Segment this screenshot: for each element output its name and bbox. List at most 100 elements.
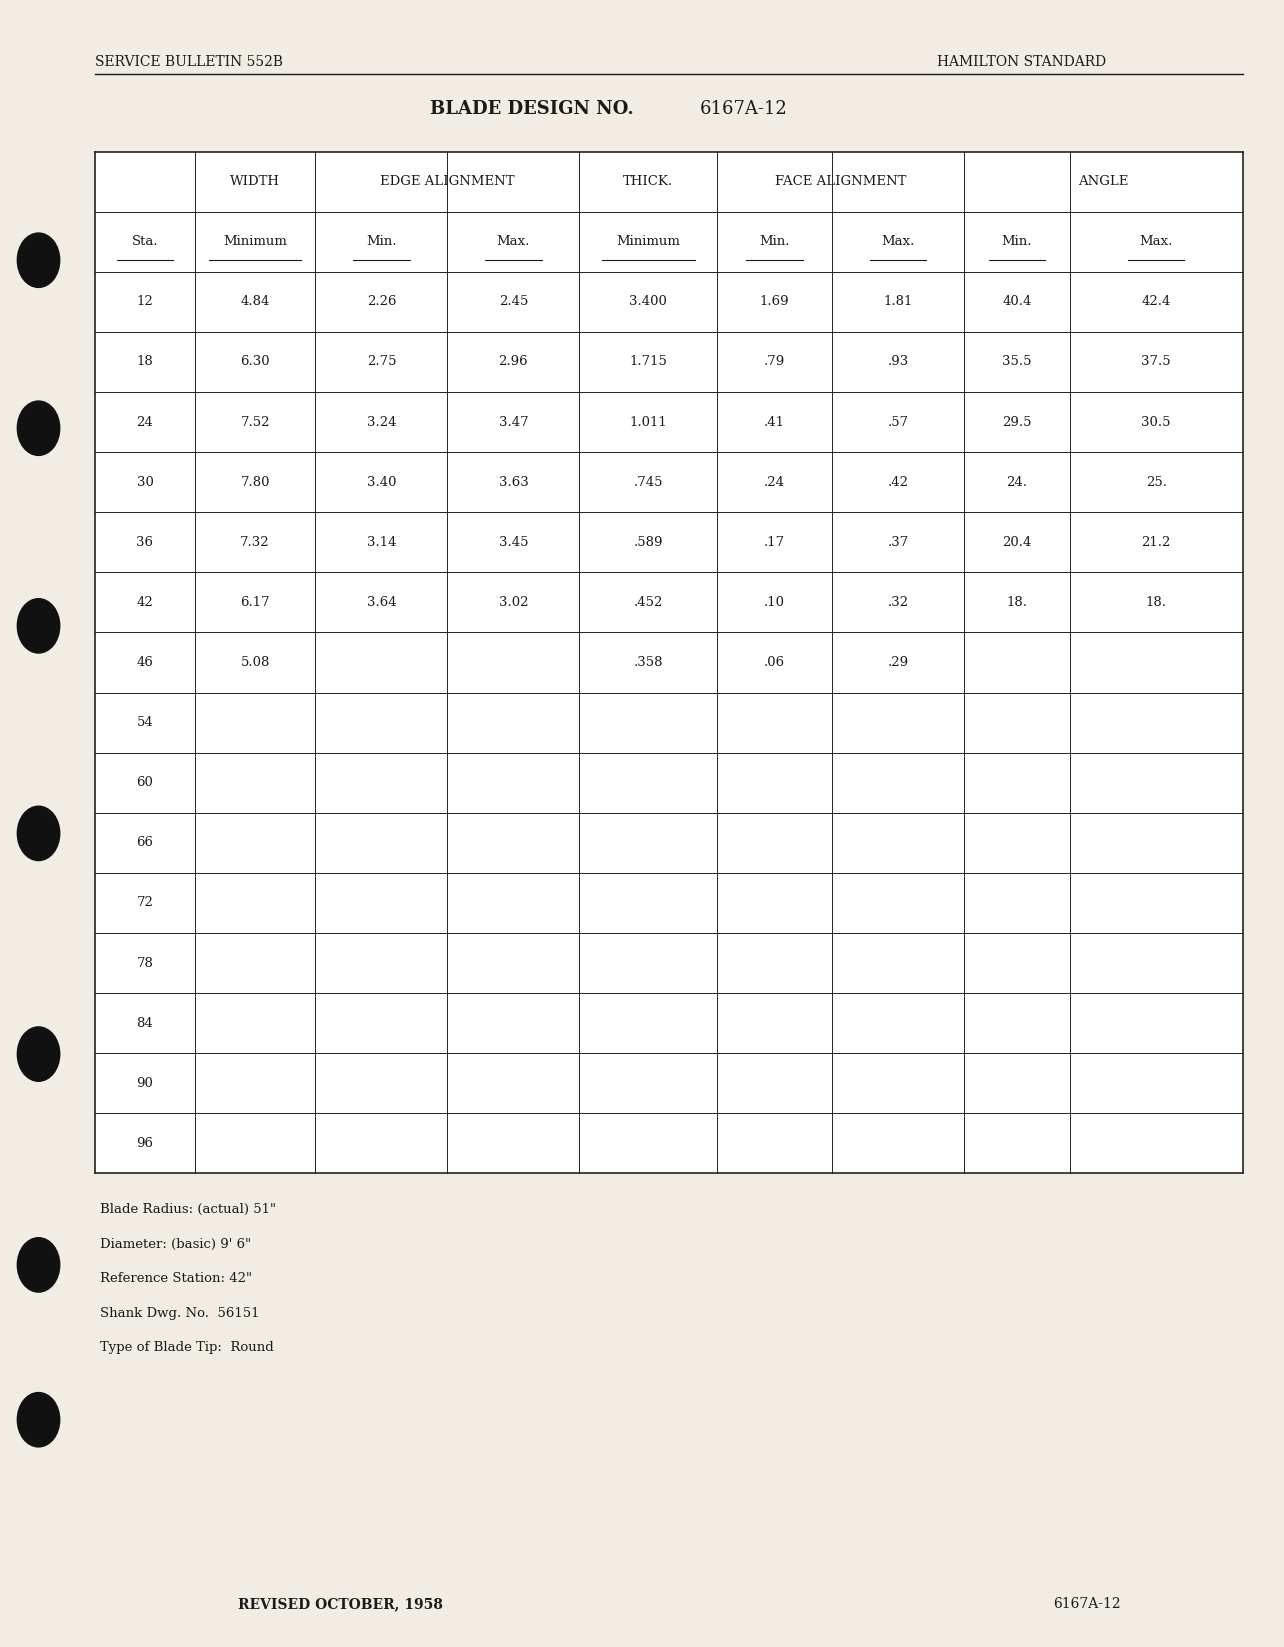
Text: 3.14: 3.14 — [367, 535, 397, 548]
Text: 78: 78 — [136, 957, 153, 970]
Text: .17: .17 — [764, 535, 785, 548]
Text: 2.96: 2.96 — [498, 356, 528, 369]
Text: SERVICE BULLETIN 552B: SERVICE BULLETIN 552B — [95, 54, 282, 69]
Circle shape — [17, 1392, 59, 1446]
Text: 84: 84 — [136, 1016, 153, 1029]
Text: 90: 90 — [136, 1077, 153, 1090]
Text: .93: .93 — [887, 356, 909, 369]
Text: 3.45: 3.45 — [498, 535, 528, 548]
Text: .41: .41 — [764, 415, 785, 428]
Text: FACE ALIGNMENT: FACE ALIGNMENT — [774, 175, 907, 188]
Bar — [95, 152, 1243, 1173]
Text: Max.: Max. — [881, 236, 914, 249]
Text: 24: 24 — [136, 415, 153, 428]
Text: .358: .358 — [633, 656, 663, 669]
Text: 24.: 24. — [1007, 476, 1027, 489]
Text: HAMILTON STANDARD: HAMILTON STANDARD — [937, 54, 1107, 69]
Text: 3.24: 3.24 — [367, 415, 397, 428]
Text: 30: 30 — [136, 476, 153, 489]
Text: .79: .79 — [764, 356, 786, 369]
Text: Blade Radius: (actual) 51": Blade Radius: (actual) 51" — [100, 1202, 276, 1215]
Text: 3.40: 3.40 — [367, 476, 397, 489]
Text: 4.84: 4.84 — [240, 295, 270, 308]
Text: 2.45: 2.45 — [498, 295, 528, 308]
Text: 54: 54 — [136, 716, 153, 730]
Text: Type of Blade Tip:  Round: Type of Blade Tip: Round — [100, 1341, 273, 1354]
Text: 35.5: 35.5 — [1002, 356, 1031, 369]
Text: .06: .06 — [764, 656, 785, 669]
Circle shape — [17, 805, 59, 860]
Text: 5.08: 5.08 — [240, 656, 270, 669]
Text: .10: .10 — [764, 596, 785, 609]
Text: Sta.: Sta. — [132, 236, 158, 249]
Text: 36: 36 — [136, 535, 154, 548]
Text: 20.4: 20.4 — [1002, 535, 1031, 548]
Text: .37: .37 — [887, 535, 909, 548]
Text: 18: 18 — [136, 356, 153, 369]
Text: 96: 96 — [136, 1136, 154, 1150]
Text: 46: 46 — [136, 656, 153, 669]
Text: 42: 42 — [136, 596, 153, 609]
Circle shape — [17, 1239, 59, 1291]
Text: 1.81: 1.81 — [883, 295, 913, 308]
Text: .29: .29 — [887, 656, 909, 669]
Text: 30.5: 30.5 — [1141, 415, 1171, 428]
Text: 60: 60 — [136, 776, 153, 789]
Text: 21.2: 21.2 — [1141, 535, 1171, 548]
Text: WIDTH: WIDTH — [230, 175, 280, 188]
Text: EDGE ALIGNMENT: EDGE ALIGNMENT — [380, 175, 515, 188]
Text: 12: 12 — [136, 295, 153, 308]
Text: Max.: Max. — [497, 236, 530, 249]
Text: 1.011: 1.011 — [629, 415, 668, 428]
Text: 6.17: 6.17 — [240, 596, 270, 609]
Circle shape — [17, 232, 59, 288]
Text: Min.: Min. — [366, 236, 397, 249]
Text: 6167A-12: 6167A-12 — [1053, 1598, 1121, 1611]
Text: 72: 72 — [136, 896, 153, 909]
Text: Shank Dwg. No.  56151: Shank Dwg. No. 56151 — [100, 1306, 259, 1319]
Text: 6.30: 6.30 — [240, 356, 270, 369]
Text: Max.: Max. — [1140, 236, 1172, 249]
Text: Min.: Min. — [759, 236, 790, 249]
Text: ANGLE: ANGLE — [1079, 175, 1129, 188]
Text: 1.715: 1.715 — [629, 356, 668, 369]
Text: Minimum: Minimum — [223, 236, 288, 249]
Text: 25.: 25. — [1145, 476, 1167, 489]
Circle shape — [17, 600, 59, 652]
Text: 2.75: 2.75 — [367, 356, 397, 369]
Text: THICK.: THICK. — [623, 175, 673, 188]
Text: Diameter: (basic) 9' 6": Diameter: (basic) 9' 6" — [100, 1237, 252, 1250]
Text: Min.: Min. — [1002, 236, 1032, 249]
Text: 7.80: 7.80 — [240, 476, 270, 489]
Text: .589: .589 — [633, 535, 663, 548]
Circle shape — [17, 400, 59, 455]
Text: .42: .42 — [887, 476, 909, 489]
Text: 42.4: 42.4 — [1141, 295, 1171, 308]
Text: 3.47: 3.47 — [498, 415, 528, 428]
Text: .452: .452 — [633, 596, 663, 609]
Text: .745: .745 — [633, 476, 663, 489]
Text: .24: .24 — [764, 476, 785, 489]
Text: 37.5: 37.5 — [1141, 356, 1171, 369]
Text: 1.69: 1.69 — [760, 295, 790, 308]
Text: REVISED OCTOBER, 1958: REVISED OCTOBER, 1958 — [238, 1598, 443, 1611]
Text: .32: .32 — [887, 596, 909, 609]
Text: 2.26: 2.26 — [367, 295, 397, 308]
Text: Minimum: Minimum — [616, 236, 681, 249]
Text: Reference Station: 42": Reference Station: 42" — [100, 1271, 252, 1285]
Text: 18.: 18. — [1145, 596, 1167, 609]
Text: .57: .57 — [887, 415, 909, 428]
Text: 29.5: 29.5 — [1002, 415, 1031, 428]
Text: 7.52: 7.52 — [240, 415, 270, 428]
Text: 7.32: 7.32 — [240, 535, 270, 548]
Text: 3.64: 3.64 — [367, 596, 397, 609]
Text: 3.02: 3.02 — [498, 596, 528, 609]
Text: 6167A-12: 6167A-12 — [700, 100, 787, 117]
Circle shape — [17, 1028, 59, 1080]
Text: 66: 66 — [136, 837, 154, 850]
Text: 40.4: 40.4 — [1002, 295, 1031, 308]
Text: 18.: 18. — [1007, 596, 1027, 609]
Text: 3.400: 3.400 — [629, 295, 668, 308]
Text: 3.63: 3.63 — [498, 476, 528, 489]
Text: BLADE DESIGN NO.: BLADE DESIGN NO. — [430, 100, 634, 117]
